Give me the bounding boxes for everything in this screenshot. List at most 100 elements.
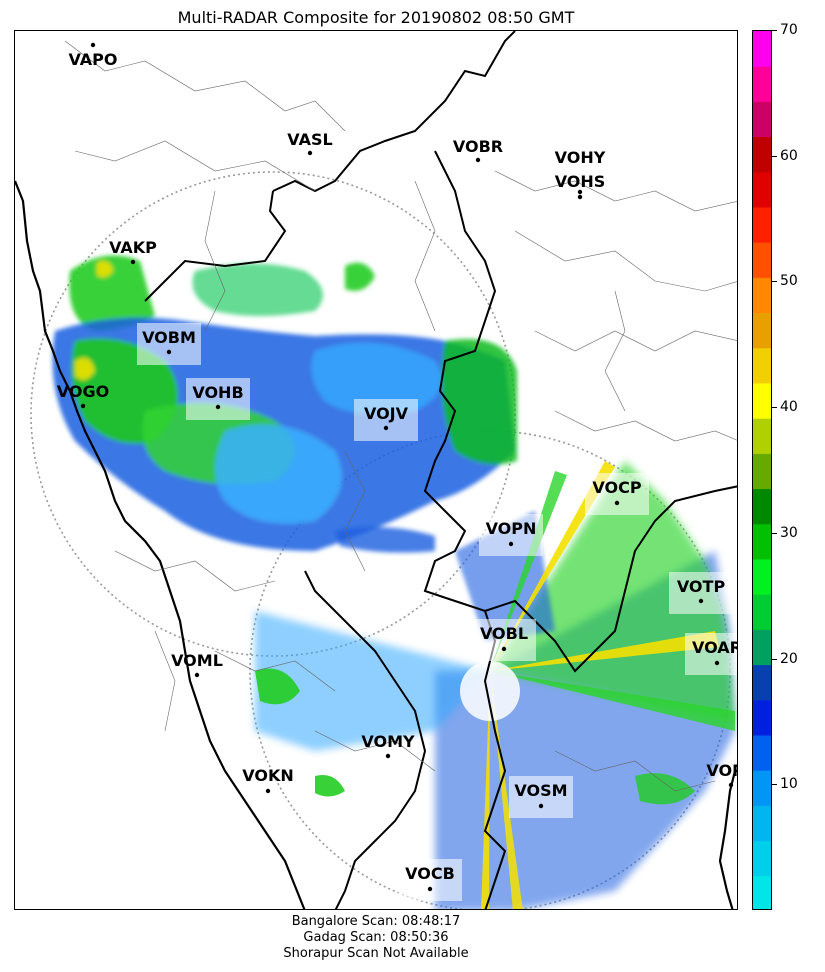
station-label-background: [669, 572, 733, 614]
station-label: VOAR: [692, 638, 738, 657]
scan-info: Bangalore Scan: 08:48:17 Gadag Scan: 08:…: [14, 914, 738, 962]
colorbar-segment: [753, 312, 771, 349]
station-label: VOBM: [142, 328, 196, 347]
station-dot: [90, 42, 96, 48]
district-boundaries: [64, 40, 737, 792]
station-vakp: VAKP: [109, 238, 157, 265]
colorbar-tick-label: 50: [780, 273, 798, 290]
station-vosm: VOSM: [509, 776, 573, 818]
station-vojv: VOJV: [354, 399, 418, 441]
station-label: VOTP: [677, 577, 726, 596]
station-dot: [265, 788, 271, 794]
station-dot: [728, 782, 734, 788]
map-title: Multi-RADAR Composite for 20190802 08:50…: [177, 8, 575, 27]
station-vohb: VOHB: [186, 378, 250, 420]
station-dot: [714, 660, 720, 666]
station-dot: [80, 403, 86, 409]
colorbar-segment: [753, 136, 771, 173]
colorbar-segment: [753, 453, 771, 490]
station-markers: VAPO VASL VOBR VOHY VOHS VAKP VOBM VOGO VOHB VOJV…: [57, 42, 738, 901]
scan-line-gadag: Gadag Scan: 08:50:36: [303, 930, 449, 945]
station-label-background: [509, 776, 573, 818]
station-dot: [508, 541, 514, 547]
station-label-background: [585, 473, 649, 515]
station-vogo: VOGO: [57, 382, 109, 409]
colorbar-segment: [753, 523, 771, 560]
station-label: VOPC: [706, 761, 738, 780]
station-label: VOPN: [486, 519, 537, 538]
colorbar-segment: [753, 559, 771, 595]
station-label: VOSM: [514, 781, 567, 800]
colorbar-segment: [753, 101, 771, 138]
station-vobl: VOBL: [472, 619, 536, 661]
colorbar-tick: [772, 30, 777, 31]
station-vobm: VOBM: [137, 323, 201, 365]
station-label: VOBR: [453, 137, 503, 156]
colorbar-segment: [753, 418, 771, 454]
colorbar-segment: [753, 242, 771, 278]
station-label: VOKN: [242, 766, 294, 785]
station-vohs: VOHS: [555, 172, 606, 200]
station-dot: [166, 349, 172, 355]
colorbar-segment: [753, 840, 771, 877]
colorbar-tick: [772, 784, 777, 786]
colorbar-segment: [753, 770, 771, 806]
station-label: VOHY: [555, 148, 606, 167]
station-label: VOGO: [57, 382, 109, 401]
station-label: VOCB: [405, 864, 455, 883]
colorbar-tick: [772, 155, 777, 157]
colorbar-segment: [753, 664, 771, 701]
station-vokn: VOKN: [242, 766, 294, 794]
colorbar: [752, 30, 772, 910]
colorbar-segment: [753, 383, 771, 419]
station-dot: [614, 500, 620, 506]
station-label: VOMY: [361, 732, 415, 751]
station-label: VOHS: [555, 172, 606, 191]
station-label: VOHB: [192, 383, 243, 402]
station-dot: [194, 672, 200, 678]
station-label-background: [186, 378, 250, 420]
colorbar-tick-label: 70: [780, 22, 798, 38]
station-label-background: [685, 633, 737, 675]
station-label-background: [398, 859, 462, 901]
station-label-background: [137, 323, 201, 365]
station-dot: [501, 646, 507, 652]
colorbar-tick-label: 20: [780, 650, 798, 667]
station-dot: [538, 803, 544, 809]
station-dot: [577, 189, 583, 195]
colorbar-tick: [772, 407, 777, 409]
station-dot: [577, 194, 583, 200]
radar-map: VAPO VASL VOBR VOHY VOHS VAKP VOBM VOGO VOHB VOJV…: [14, 30, 738, 910]
station-vasl: VASL: [287, 130, 333, 156]
station-dot: [307, 150, 313, 156]
colorbar-segment: [753, 66, 771, 102]
station-votp: VOTP: [669, 572, 733, 614]
station-dot: [130, 259, 136, 265]
station-label: VAPO: [68, 50, 117, 69]
colorbar-segment: [753, 171, 771, 208]
station-vopn: VOPN: [479, 514, 543, 556]
colorbar-tick-label: 40: [780, 399, 798, 416]
colorbar-tick: [772, 281, 777, 283]
colorbar-segment: [753, 805, 771, 842]
colorbar-tick-label: 30: [780, 524, 798, 541]
coastline: [15, 180, 737, 909]
station-vobr: VOBR: [453, 137, 503, 163]
colorbar-segment: [753, 207, 771, 243]
station-vocb: VOCB: [398, 859, 462, 901]
station-dot: [475, 157, 481, 163]
station-voml: VOML: [171, 651, 223, 678]
gadag-echo-field: [52, 255, 517, 553]
station-dot: [215, 404, 221, 410]
bangalore-echo-field: [255, 461, 735, 909]
colorbar-segment: [753, 629, 771, 666]
scan-line-shorapur: Shorapur Scan Not Available: [283, 946, 469, 961]
station-dot: [698, 598, 704, 604]
colorbar-tick-label: 10: [780, 776, 798, 793]
colorbar-tick-label: 60: [780, 147, 798, 164]
station-dot: [427, 886, 433, 892]
station-label-background: [472, 619, 536, 661]
station-voar: VOAR: [685, 633, 738, 675]
station-label: VOCP: [592, 478, 641, 497]
station-vomy: VOMY: [361, 732, 415, 759]
